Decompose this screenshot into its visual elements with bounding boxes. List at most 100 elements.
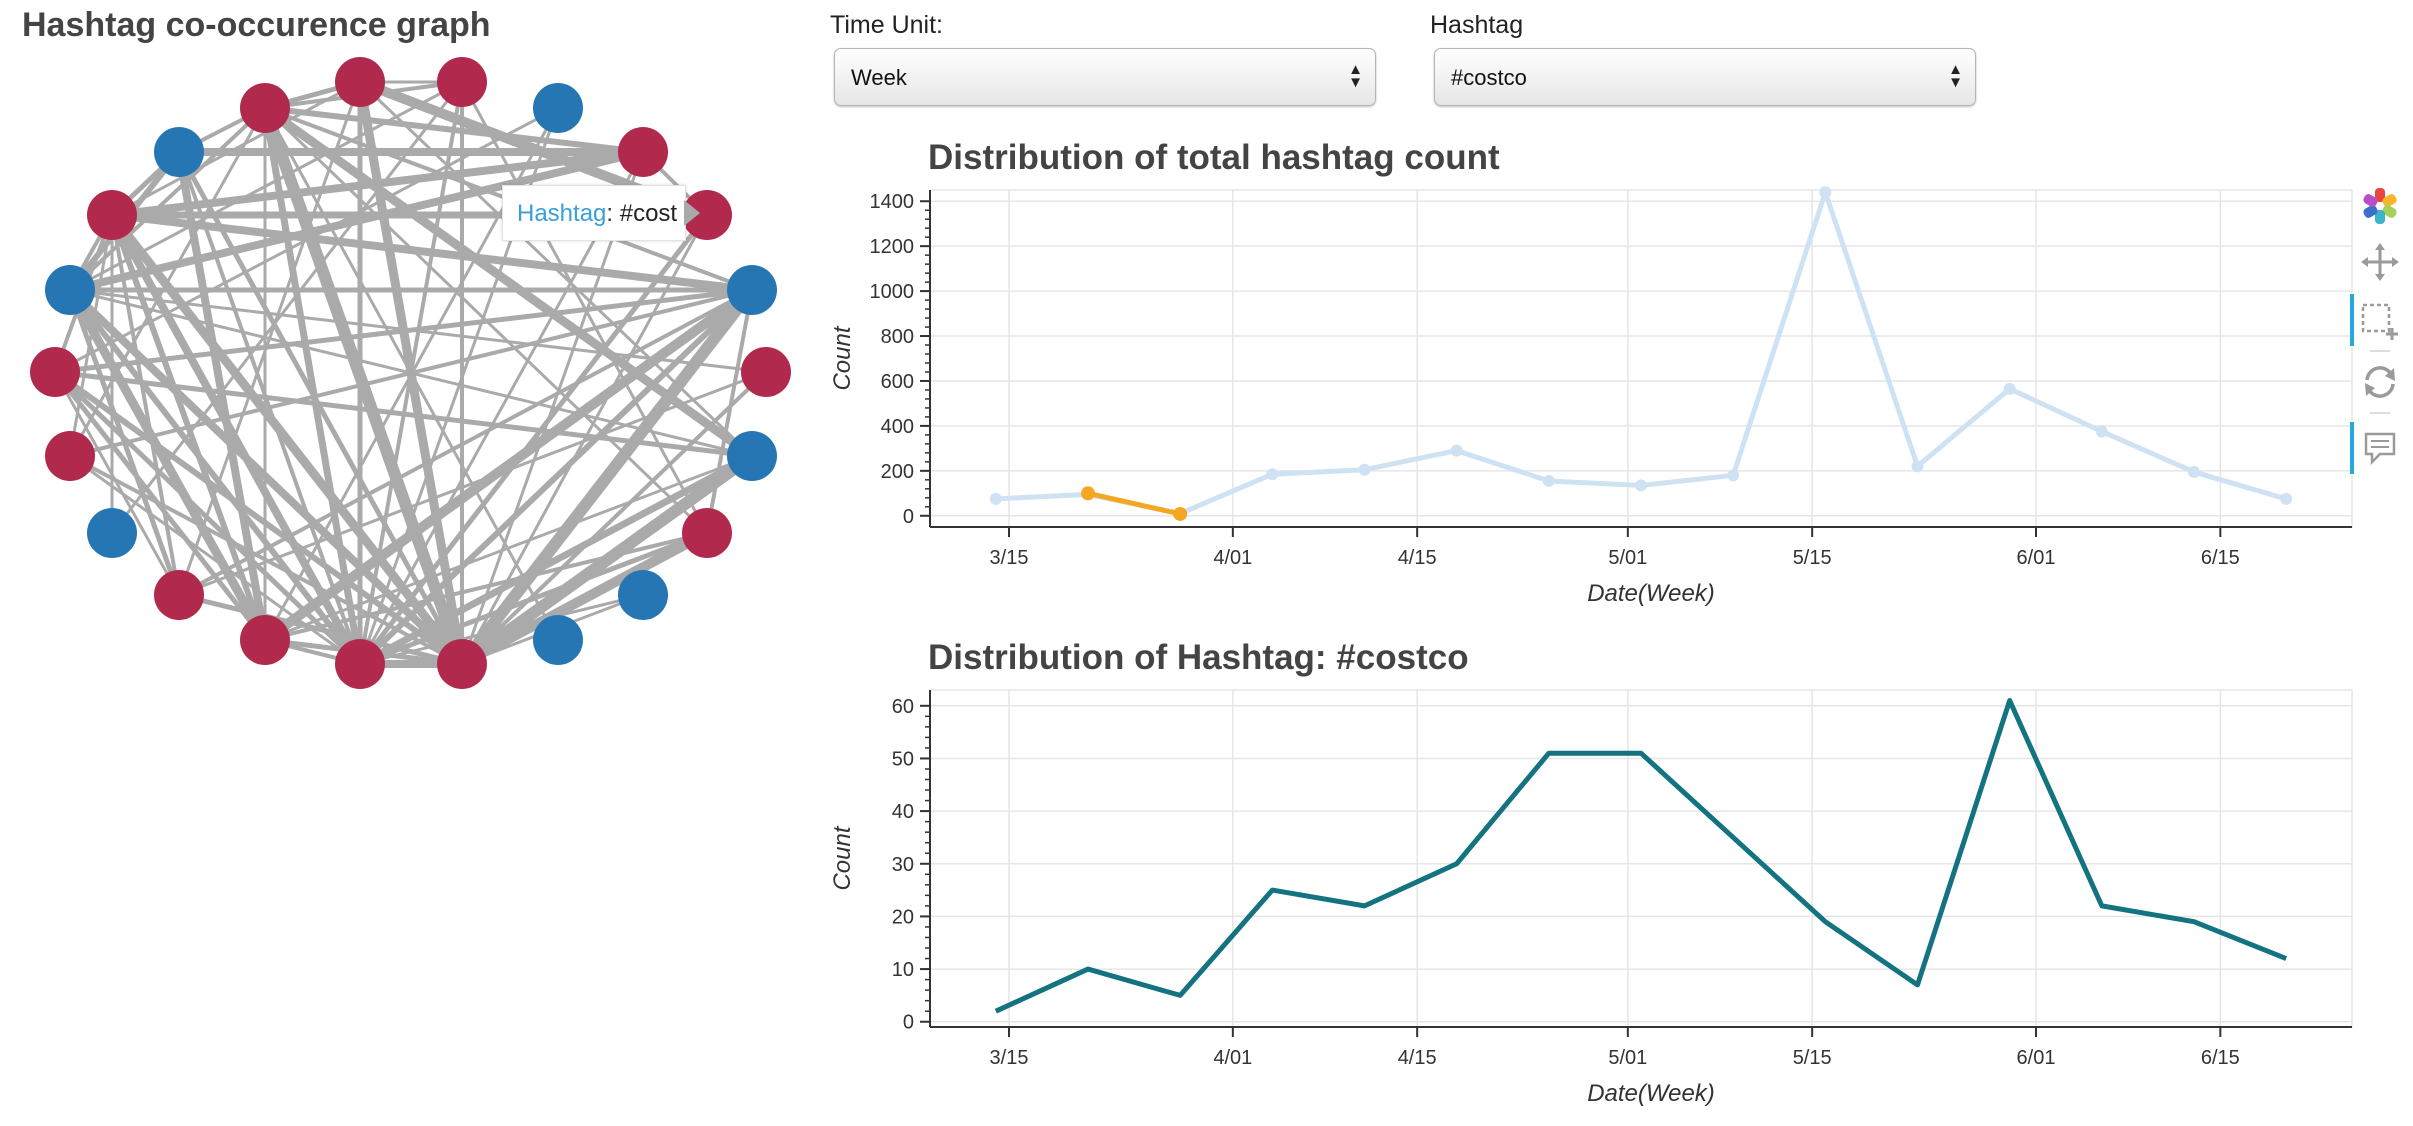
y-tick-label: 0 [903,1012,914,1034]
network-edge [52,369,363,667]
network-edge [108,211,364,668]
network-edge [53,370,181,597]
hashtag-node[interactable] [437,57,487,107]
hashtag-node[interactable] [240,615,290,665]
data-point[interactable] [1358,463,1371,476]
data-point[interactable] [1542,474,1555,487]
hashtag-node[interactable] [682,508,732,558]
hover-icon[interactable] [2358,426,2402,470]
hashtag-node[interactable] [533,615,583,665]
hashtag-node[interactable] [741,347,791,397]
hashtag-node[interactable] [618,127,668,177]
y-tick-label: 50 [892,748,914,770]
network-edge [68,288,754,458]
hashtag-node[interactable] [30,347,80,397]
reset-icon[interactable] [2358,360,2402,404]
y-tick-label: 20 [892,906,914,928]
network-edge [68,213,114,458]
y-tick-label: 30 [892,854,914,876]
selected-series-line[interactable] [1087,490,1181,517]
toolbar-divider [2370,412,2390,414]
network-nodes [30,57,791,689]
hashtag-node[interactable] [45,265,95,315]
hashtag-node[interactable] [533,83,583,133]
select-arrows-icon: ▲ ▼ [1348,61,1363,91]
hashtag-node[interactable] [335,639,385,689]
data-point[interactable] [1635,479,1647,492]
x-tick-label: 4/01 [1213,1047,1252,1069]
hashtag-select[interactable]: #costco ▲ ▼ [1434,48,1976,106]
data-point[interactable] [989,492,1002,505]
plot-toolbar [2350,184,2408,484]
pan-icon[interactable] [2358,240,2402,284]
data-point[interactable] [1266,468,1279,481]
y-tick-label: 1400 [870,191,915,213]
hashtag-value: #costco [1451,65,1527,90]
y-tick-label: 1200 [870,236,915,258]
network-edge [68,106,267,292]
co-occurrence-network[interactable] [0,0,820,720]
network-edge [110,213,181,597]
data-point[interactable] [1819,186,1832,199]
series-line[interactable] [994,698,2288,1014]
network-edge [177,288,754,597]
data-point[interactable] [2188,465,2200,478]
hashtag-node[interactable] [727,265,777,315]
selected-data-point[interactable] [1081,486,1095,501]
network-edge [109,212,268,643]
y-tick-label: 800 [881,326,914,348]
y-axis-label: Count [829,325,856,390]
selected-data-point[interactable] [1173,506,1188,521]
bokeh-logo-icon[interactable] [2358,184,2402,228]
y-tick-label: 1000 [870,281,915,303]
time-unit-value: Week [851,65,907,90]
network-edge [52,369,465,667]
x-tick-label: 4/01 [1213,547,1252,569]
time-unit-select[interactable]: Week ▲ ▼ [834,48,1376,106]
hashtag-node[interactable] [240,83,290,133]
network-edge [66,148,647,294]
network-edge [67,287,182,598]
x-tick-label: 5/15 [1793,547,1832,569]
x-axis-label: Date(Week) [1587,580,1715,607]
network-edge [52,287,755,375]
y-axis-label: Count [829,825,856,890]
data-point[interactable] [1450,444,1463,457]
data-point[interactable] [2095,425,2108,438]
hashtag-node[interactable] [335,57,385,107]
hashtag-node[interactable] [87,190,137,240]
network-edge [65,285,270,645]
x-tick-label: 3/15 [990,547,1029,569]
hashtag-node[interactable] [727,431,777,481]
x-tick-label: 6/01 [2017,1047,2056,1069]
network-edge [705,288,754,535]
y-tick-label: 400 [881,416,914,438]
x-tick-label: 6/01 [2017,547,2056,569]
hashtag-node[interactable] [437,639,487,689]
hashtag-node[interactable] [87,508,137,558]
data-point[interactable] [2280,492,2293,505]
x-tick-label: 5/01 [1608,547,1647,569]
data-point[interactable] [2003,382,2016,395]
hashtag-node[interactable] [154,127,204,177]
select-arrows-icon: ▲ ▼ [1948,61,1963,91]
hashtag-node[interactable] [45,431,95,481]
plot-frame [929,689,2353,1028]
chart-title-hashtag: Distribution of Hashtag: #costco [928,638,1469,677]
network-edge [67,287,363,667]
x-tick-label: 6/15 [2201,547,2240,569]
network-edge [456,284,758,670]
network-edge [460,370,768,666]
active-tool-indicator [2350,422,2354,474]
data-point[interactable] [1727,469,1740,482]
x-tick-label: 6/15 [2201,1047,2240,1069]
data-point[interactable] [1911,460,1924,473]
hashtag-node[interactable] [154,570,204,620]
y-tick-label: 0 [903,506,914,528]
tooltip-key: Hashtag [517,200,607,227]
hashtag-node[interactable] [618,570,668,620]
network-edge [261,104,364,668]
box-zoom-icon[interactable] [2358,298,2402,342]
